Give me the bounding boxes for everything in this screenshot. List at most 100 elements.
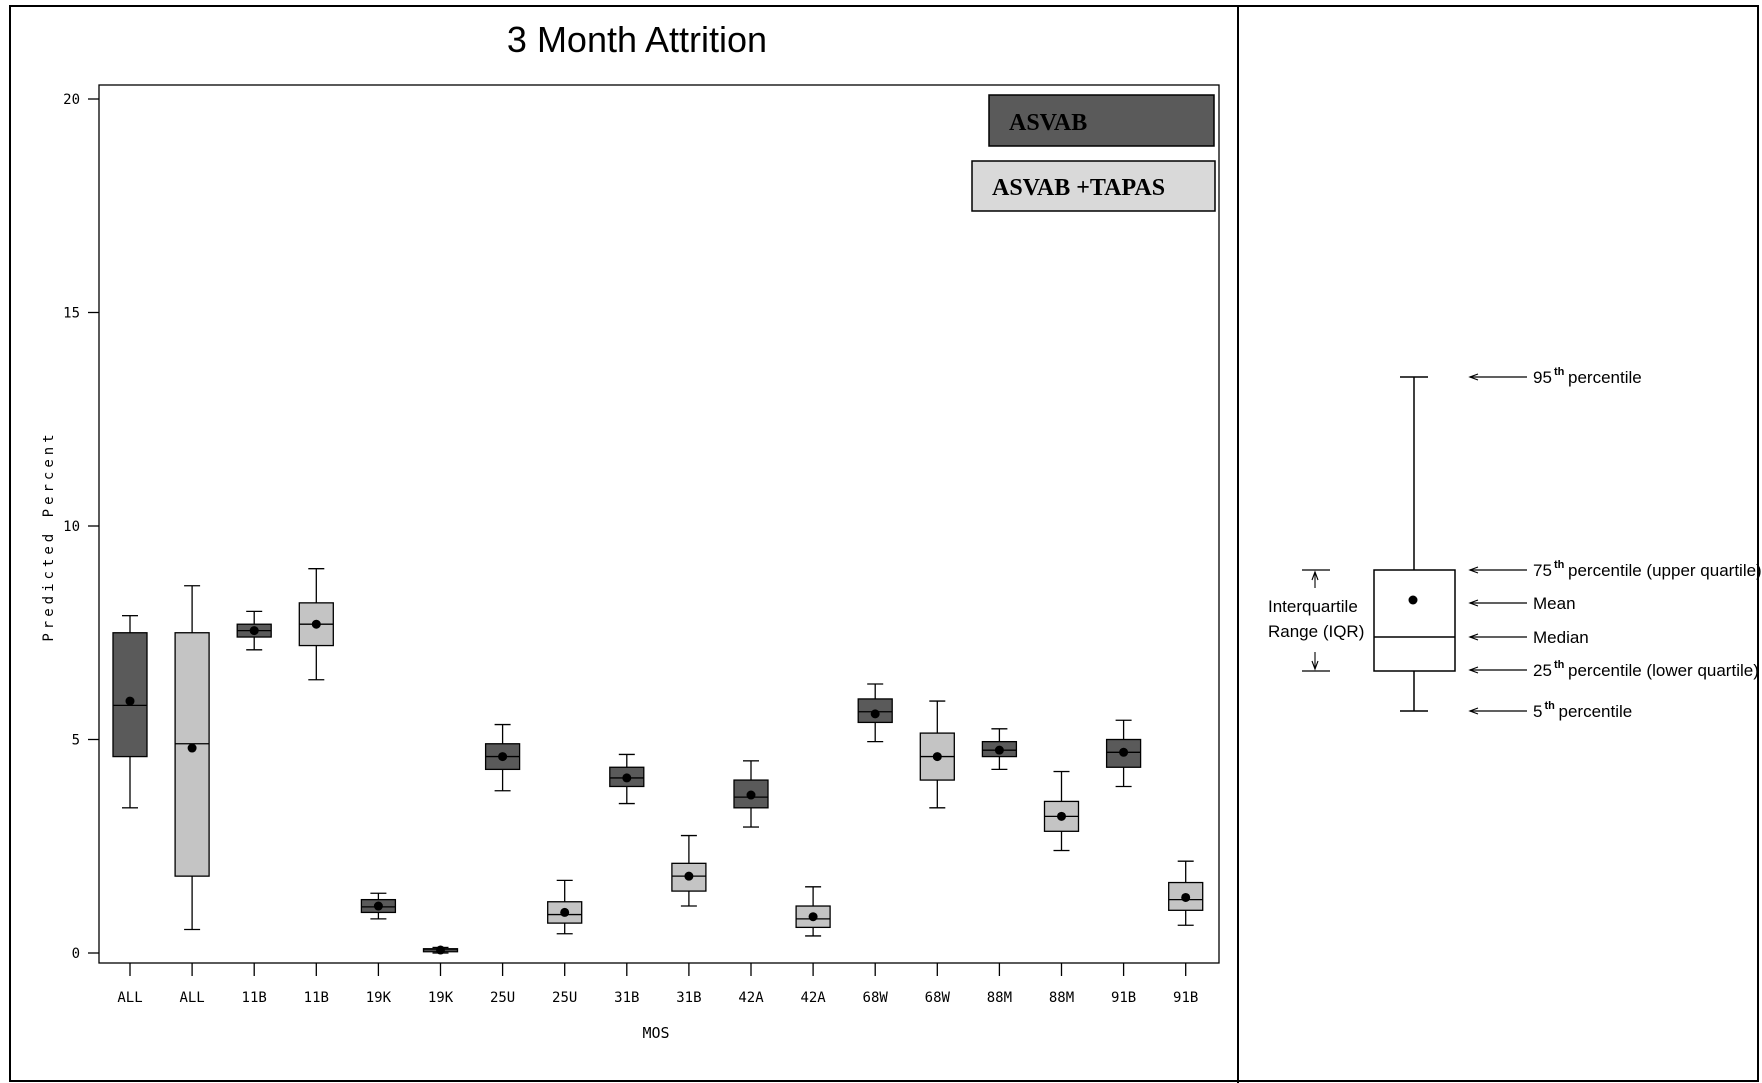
box-31B-asvab-tapas bbox=[671, 834, 707, 907]
legend-label-asvab: ASVAB bbox=[1009, 110, 1087, 136]
mean-dot bbox=[187, 743, 197, 753]
box-25U-asvab-tapas bbox=[547, 879, 583, 935]
y-tick-label: 10 bbox=[63, 519, 80, 535]
x-tick-label: ALL bbox=[117, 990, 142, 1006]
x-tick-label: 25U bbox=[490, 990, 515, 1006]
x-tick-label: 68W bbox=[863, 990, 889, 1006]
y-tick-label: 20 bbox=[63, 92, 80, 108]
key-label-number: 25 bbox=[1533, 661, 1552, 680]
mean-dot bbox=[994, 745, 1004, 755]
box-91B-asvab bbox=[1105, 719, 1142, 788]
key-label-text: percentile bbox=[1559, 702, 1633, 721]
x-tick-label: 91B bbox=[1111, 990, 1136, 1006]
x-tick-label: 31B bbox=[614, 990, 639, 1006]
key-label-superscript: th bbox=[1554, 559, 1565, 571]
x-tick-label: 11B bbox=[242, 990, 267, 1006]
key-label-number: 5 bbox=[1533, 702, 1542, 721]
mean-dot bbox=[249, 626, 259, 636]
key-iqr-arrowhead-down bbox=[1311, 660, 1319, 671]
x-tick-label: ALL bbox=[179, 990, 204, 1006]
x-tick-label: 19K bbox=[428, 990, 454, 1006]
key-box bbox=[1373, 569, 1456, 672]
x-tick-label: 19K bbox=[366, 990, 392, 1006]
x-tick-label: 11B bbox=[304, 990, 329, 1006]
mean-dot bbox=[932, 752, 942, 762]
box-11B-asvab bbox=[236, 610, 272, 651]
legend-swatch-tapas bbox=[971, 160, 1216, 212]
key-iqr-label-2: Range (IQR) bbox=[1268, 622, 1364, 641]
box-91B-asvab-tapas bbox=[1168, 860, 1204, 926]
mean-dot bbox=[684, 871, 694, 881]
mean-dot bbox=[1057, 811, 1066, 821]
mean-dot bbox=[1119, 747, 1129, 757]
box-iqr bbox=[174, 632, 210, 877]
key-arrowhead bbox=[1468, 707, 1479, 715]
key-mean-dot bbox=[1408, 595, 1418, 605]
key-arrowhead bbox=[1468, 599, 1479, 607]
key-iqr-label-1: Interquartile bbox=[1268, 597, 1358, 616]
key-iqr-arrowhead-up bbox=[1311, 570, 1319, 581]
key-arrowhead bbox=[1468, 666, 1479, 674]
box-42A-asvab-tapas bbox=[795, 886, 831, 937]
x-tick-label: 31B bbox=[676, 990, 701, 1006]
key-arrowhead bbox=[1468, 373, 1479, 381]
box-31B-asvab bbox=[609, 753, 645, 805]
box-25U-asvab bbox=[484, 723, 521, 792]
key-label-text: percentile (lower quartile) bbox=[1568, 661, 1759, 680]
box-ALL-asvab-tapas bbox=[174, 585, 210, 931]
box-88M-asvab-tapas bbox=[1043, 770, 1080, 852]
x-tick-label: 42A bbox=[800, 990, 826, 1006]
mean-dot bbox=[560, 907, 570, 917]
key-label-number: 75 bbox=[1533, 561, 1552, 580]
y-axis-label: Predicted Percent bbox=[41, 430, 57, 641]
box-ALL-asvab bbox=[112, 615, 148, 809]
key-label-superscript: th bbox=[1554, 659, 1565, 671]
box-iqr bbox=[112, 632, 148, 758]
key-label-3: Median bbox=[1468, 628, 1589, 647]
mean-dot bbox=[1181, 892, 1191, 902]
plot-frame bbox=[98, 84, 1220, 964]
key-label-text: Mean bbox=[1533, 594, 1576, 613]
key-label-superscript: th bbox=[1545, 700, 1556, 712]
figure-border bbox=[9, 5, 1759, 1082]
box-11B-asvab-tapas bbox=[298, 568, 334, 681]
mean-dot bbox=[746, 790, 756, 800]
key-label-superscript: th bbox=[1554, 366, 1565, 378]
key-label-text: percentile bbox=[1568, 368, 1642, 387]
box-42A-asvab bbox=[733, 760, 769, 828]
key-label-2: Mean bbox=[1468, 594, 1576, 613]
key-arrowhead bbox=[1468, 566, 1479, 574]
x-axis-ticks: ALL ALL 11B 11B 19K 19K 25U 25U 31B 31B 42A 42A 68W 6… bbox=[117, 963, 1198, 1006]
chart-title: 3 Month Attrition bbox=[507, 19, 767, 60]
legend: ASVAB ASVAB +TAPAS bbox=[971, 94, 1216, 212]
y-tick-label: 5 bbox=[72, 733, 80, 749]
box-88M-asvab bbox=[981, 728, 1018, 771]
key-label-number: 95 bbox=[1533, 368, 1552, 387]
mean-dot bbox=[436, 945, 445, 955]
mean-dot bbox=[870, 709, 880, 719]
mean-dot bbox=[622, 773, 632, 783]
key-arrowhead bbox=[1468, 633, 1479, 641]
legend-swatch-asvab bbox=[988, 94, 1215, 147]
mean-dot bbox=[808, 912, 818, 922]
x-axis-label: MOS bbox=[642, 1024, 669, 1042]
y-axis-ticks: 0 5 10 15 20 bbox=[63, 92, 99, 962]
x-tick-label: 42A bbox=[738, 990, 764, 1006]
y-tick-label: 0 bbox=[72, 946, 80, 962]
box-19K-asvab bbox=[360, 892, 397, 920]
mean-dot bbox=[498, 752, 508, 762]
x-tick-label: 25U bbox=[552, 990, 577, 1006]
y-tick-label: 15 bbox=[63, 306, 80, 322]
x-tick-label: 91B bbox=[1173, 990, 1198, 1006]
x-tick-label: 88M bbox=[987, 990, 1012, 1006]
mean-dot bbox=[373, 901, 383, 911]
x-tick-label: 88M bbox=[1049, 990, 1074, 1006]
box-series bbox=[112, 568, 1204, 955]
